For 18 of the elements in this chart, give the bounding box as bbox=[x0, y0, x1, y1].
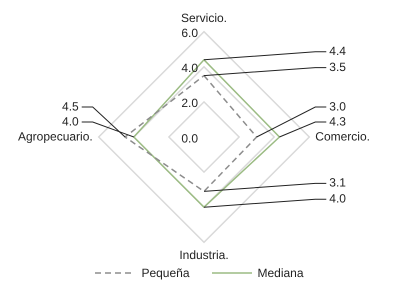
y-tick-label: 2.0 bbox=[181, 96, 198, 110]
data-label: 3.5 bbox=[329, 60, 346, 74]
spoke-label: Agropecuario. bbox=[18, 129, 93, 144]
data-label: 4.5 bbox=[62, 99, 80, 114]
y-tick-label: 4.0 bbox=[181, 61, 198, 76]
legend-label: Pequeña bbox=[141, 266, 190, 280]
data-label: 4.4 bbox=[329, 44, 346, 58]
y-tick-label: 6.0 bbox=[181, 26, 198, 40]
legend-label: Mediana bbox=[258, 266, 304, 280]
data-label: 4.3 bbox=[329, 114, 346, 128]
y-tick-label: 0.0 bbox=[181, 131, 198, 146]
spoke-label: Comercio. bbox=[315, 129, 370, 144]
data-label: 4.0 bbox=[62, 114, 80, 128]
spoke-label: Industria. bbox=[179, 248, 229, 262]
spoke-label: Servicio. bbox=[180, 10, 228, 25]
data-label: 4.0 bbox=[329, 192, 346, 206]
data-label: 3.0 bbox=[329, 99, 346, 114]
data-label: 3.1 bbox=[329, 176, 346, 190]
